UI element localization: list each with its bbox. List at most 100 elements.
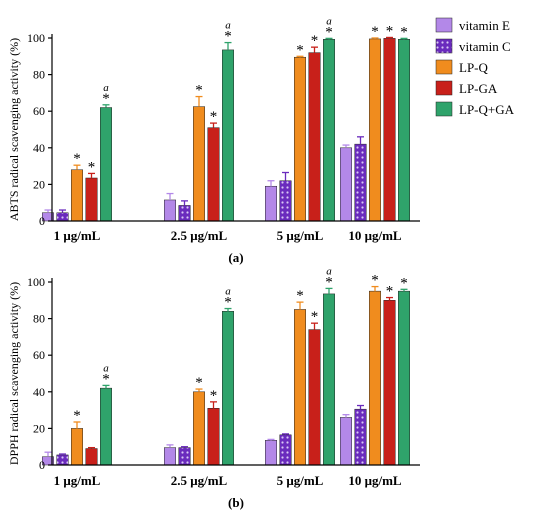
bar-lp-q	[294, 56, 306, 222]
significance-star: *	[400, 275, 408, 291]
bars-group	[42, 285, 410, 466]
bar-vitamin-e	[340, 417, 352, 466]
bar-vitamin-c	[354, 143, 367, 222]
significance-star: *	[73, 408, 81, 424]
significance-star: *	[210, 388, 218, 404]
x-category-label: 10 μg/mL	[348, 473, 402, 488]
y-tick-label: 0	[39, 214, 45, 228]
bar-lp-q-ga	[100, 387, 112, 466]
bar-lp-q	[369, 38, 381, 222]
bar-lp-ga	[207, 127, 220, 222]
significance-star: *	[296, 42, 304, 58]
y-tick-label: 40	[33, 141, 45, 155]
bar-lp-q	[193, 391, 205, 466]
legend-label: LP-GA	[459, 81, 498, 96]
y-ticks: 0 20 40 60 80 100	[27, 31, 52, 228]
bars-group	[42, 36, 410, 222]
bar-lp-ga	[308, 52, 321, 222]
bar-lp-q	[294, 309, 306, 466]
significance-letter: a	[103, 82, 109, 94]
y-tick-label: 80	[33, 68, 45, 82]
significance-star: *	[102, 91, 110, 107]
significance-star: *	[400, 24, 408, 40]
significance-star: *	[296, 288, 304, 304]
bar-lp-ga	[383, 300, 396, 466]
significance-letter: a	[326, 15, 332, 27]
significance-star: *	[386, 284, 394, 300]
bar-lp-q-ga	[323, 293, 335, 466]
legend-label: LP-Q+GA	[459, 102, 515, 117]
bar-vitamin-c	[178, 447, 191, 466]
y-tick-label: 20	[33, 177, 45, 191]
y-tick-label: 80	[33, 312, 45, 326]
bar-vitamin-c	[56, 454, 69, 466]
x-category-labels: 1 μg/mL 2.5 μg/mL 5 μg/mL 10 μg/mL	[54, 473, 402, 488]
panel-label: (a)	[228, 250, 243, 265]
y-tick-label: 0	[39, 458, 45, 472]
significance-star: *	[88, 159, 96, 175]
x-category-label: 10 μg/mL	[348, 228, 402, 243]
legend-label: LP-Q	[459, 60, 489, 75]
legend-swatch	[435, 59, 453, 75]
significance-star: *	[371, 273, 379, 289]
bar-vitamin-c	[354, 408, 367, 466]
significance-star: *	[311, 309, 319, 325]
significance-star: *	[195, 83, 203, 99]
significance-star: *	[102, 371, 110, 387]
bar-vitamin-c	[178, 205, 191, 222]
legend-item-1: vitamin C	[435, 38, 511, 54]
legend: vitamin E vitamin C LP-Q LP-GA LP-Q+GA	[435, 17, 515, 117]
bar-lp-q	[369, 290, 381, 466]
significance-star: *	[73, 151, 81, 167]
legend-swatch	[435, 38, 453, 54]
significance-letter: a	[225, 20, 231, 32]
x-category-label: 1 μg/mL	[54, 473, 101, 488]
bar-lp-q-ga	[398, 39, 410, 222]
legend-swatch	[435, 101, 453, 117]
legend-item-2: LP-Q	[435, 59, 489, 75]
bar-vitamin-c	[279, 434, 292, 466]
y-axis-label: DPPH radical scavenging activity (%)	[7, 282, 21, 465]
bar-vitamin-e	[265, 185, 277, 222]
significance-star: *	[224, 295, 232, 311]
bar-lp-ga	[85, 177, 98, 222]
bar-vitamin-c	[56, 212, 69, 222]
significance-star: *	[224, 29, 232, 45]
bar-vitamin-e	[164, 447, 176, 466]
legend-label: vitamin E	[459, 18, 510, 33]
bar-lp-ga	[207, 408, 220, 466]
bar-lp-q-ga	[323, 39, 335, 222]
bar-lp-q	[71, 428, 83, 466]
bar-lp-q-ga	[222, 49, 234, 222]
y-tick-label: 60	[33, 348, 45, 362]
bar-lp-ga	[383, 38, 396, 222]
bar-lp-q-ga	[100, 107, 112, 222]
y-tick-label: 40	[33, 385, 45, 399]
legend-swatch	[435, 80, 453, 96]
significance-star: *	[311, 33, 319, 49]
chart-panel-a: 0 20 40 60 80 100 1 μg/mL 2.5 μg/mL 5 μg/mL 10 μ…	[7, 15, 420, 265]
significance-star: *	[210, 109, 218, 125]
legend-swatch	[435, 17, 453, 33]
significance-star: *	[325, 24, 333, 40]
legend-item-3: LP-GA	[435, 80, 498, 96]
significance-star: *	[371, 24, 379, 40]
legend-item-0: vitamin E	[435, 17, 510, 33]
significance-star: *	[195, 375, 203, 391]
bar-lp-q	[193, 106, 205, 222]
x-category-label: 2.5 μg/mL	[171, 228, 228, 243]
y-tick-label: 100	[27, 275, 45, 289]
legend-label: vitamin C	[459, 39, 511, 54]
significance-star: *	[386, 23, 394, 39]
significance-marks: *********a*a *a*	[73, 15, 408, 175]
x-category-labels: 1 μg/mL 2.5 μg/mL 5 μg/mL 10 μg/mL	[54, 228, 402, 243]
y-tick-label: 100	[27, 31, 45, 45]
x-category-label: 5 μg/mL	[277, 228, 324, 243]
bar-lp-ga	[85, 448, 98, 466]
x-category-label: 2.5 μg/mL	[171, 473, 228, 488]
y-ticks: 0 20 40 60 80 100	[27, 275, 52, 472]
bar-lp-q	[71, 169, 83, 222]
legend-item-4: LP-Q+GA	[435, 101, 515, 117]
significance-letter: a	[326, 265, 332, 277]
